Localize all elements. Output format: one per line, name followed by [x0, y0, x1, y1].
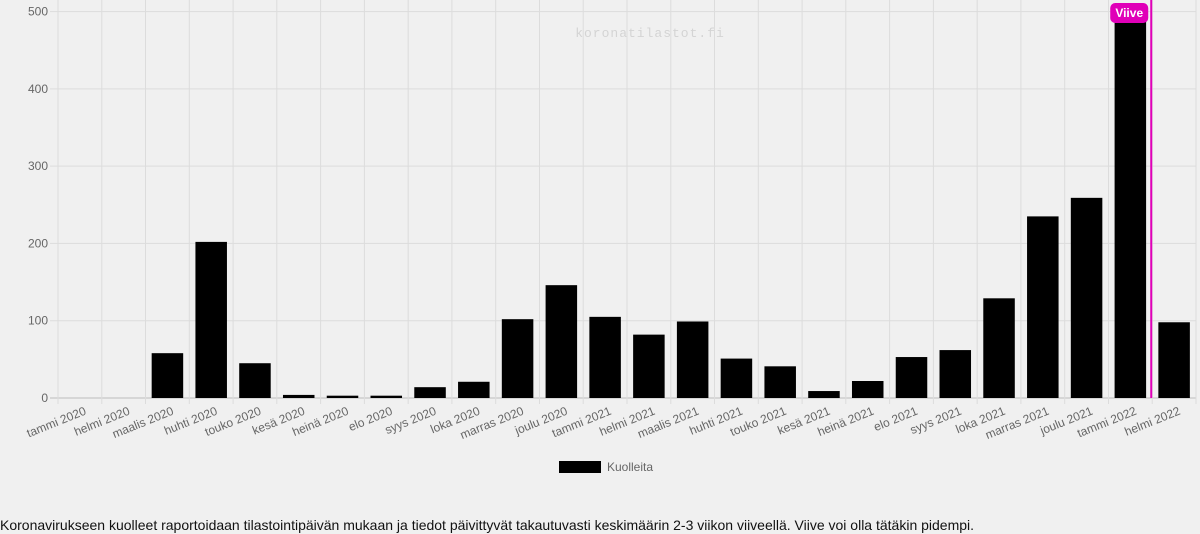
legend-label-kuolleita[interactable]: Kuolleita: [607, 460, 653, 474]
viive-annotation: Viive: [1110, 0, 1153, 398]
bar[interactable]: [1070, 197, 1103, 398]
viive-badge: [1110, 3, 1149, 23]
grid: [50, 0, 1197, 404]
bar[interactable]: [151, 353, 184, 398]
bar[interactable]: [589, 316, 621, 398]
x-tick-label: syys 2020: [383, 404, 439, 437]
y-tick-label: 100: [28, 314, 48, 328]
bars: [151, 5, 1190, 399]
watermark: koronatilastot.fi: [575, 26, 725, 41]
chart-container: koronatilastot.fi 0 100 200 300 400 500 tammi …: [25, 0, 1197, 474]
y-tick-label: 500: [28, 5, 48, 19]
bar[interactable]: [414, 387, 446, 398]
bar[interactable]: [764, 366, 796, 398]
y-tick-label: 300: [28, 159, 48, 173]
y-tick-label: 0: [41, 391, 48, 405]
y-tick-label: 400: [28, 82, 48, 96]
x-tick-label: syys 2021: [908, 404, 964, 437]
deaths-bar-chart: koronatilastot.fi 0100200300400500tammi …: [25, 0, 1197, 474]
bar[interactable]: [676, 321, 709, 398]
legend[interactable]: Kuolleita: [559, 460, 653, 474]
bar[interactable]: [239, 363, 271, 398]
bar[interactable]: [195, 241, 227, 398]
bar[interactable]: [545, 285, 578, 398]
bar[interactable]: [851, 380, 884, 398]
bar[interactable]: [370, 395, 403, 398]
bar[interactable]: [501, 319, 534, 398]
bar[interactable]: [808, 391, 840, 398]
y-tick-label: 200: [28, 236, 48, 250]
bar[interactable]: [1158, 322, 1190, 398]
bar[interactable]: [326, 395, 359, 398]
bar[interactable]: [720, 358, 753, 398]
bar[interactable]: [895, 357, 928, 398]
bar[interactable]: [939, 350, 972, 398]
bar[interactable]: [633, 334, 665, 398]
bar[interactable]: [282, 394, 315, 398]
chart-caption: Koronavirukseen kuolleet raportoidaan ti…: [0, 517, 975, 533]
legend-swatch-kuolleita[interactable]: [559, 461, 601, 473]
bar[interactable]: [983, 298, 1015, 398]
viive-label: Viive: [1115, 6, 1143, 20]
bar[interactable]: [1027, 216, 1059, 398]
bar[interactable]: [1114, 5, 1147, 399]
bar[interactable]: [458, 381, 490, 398]
